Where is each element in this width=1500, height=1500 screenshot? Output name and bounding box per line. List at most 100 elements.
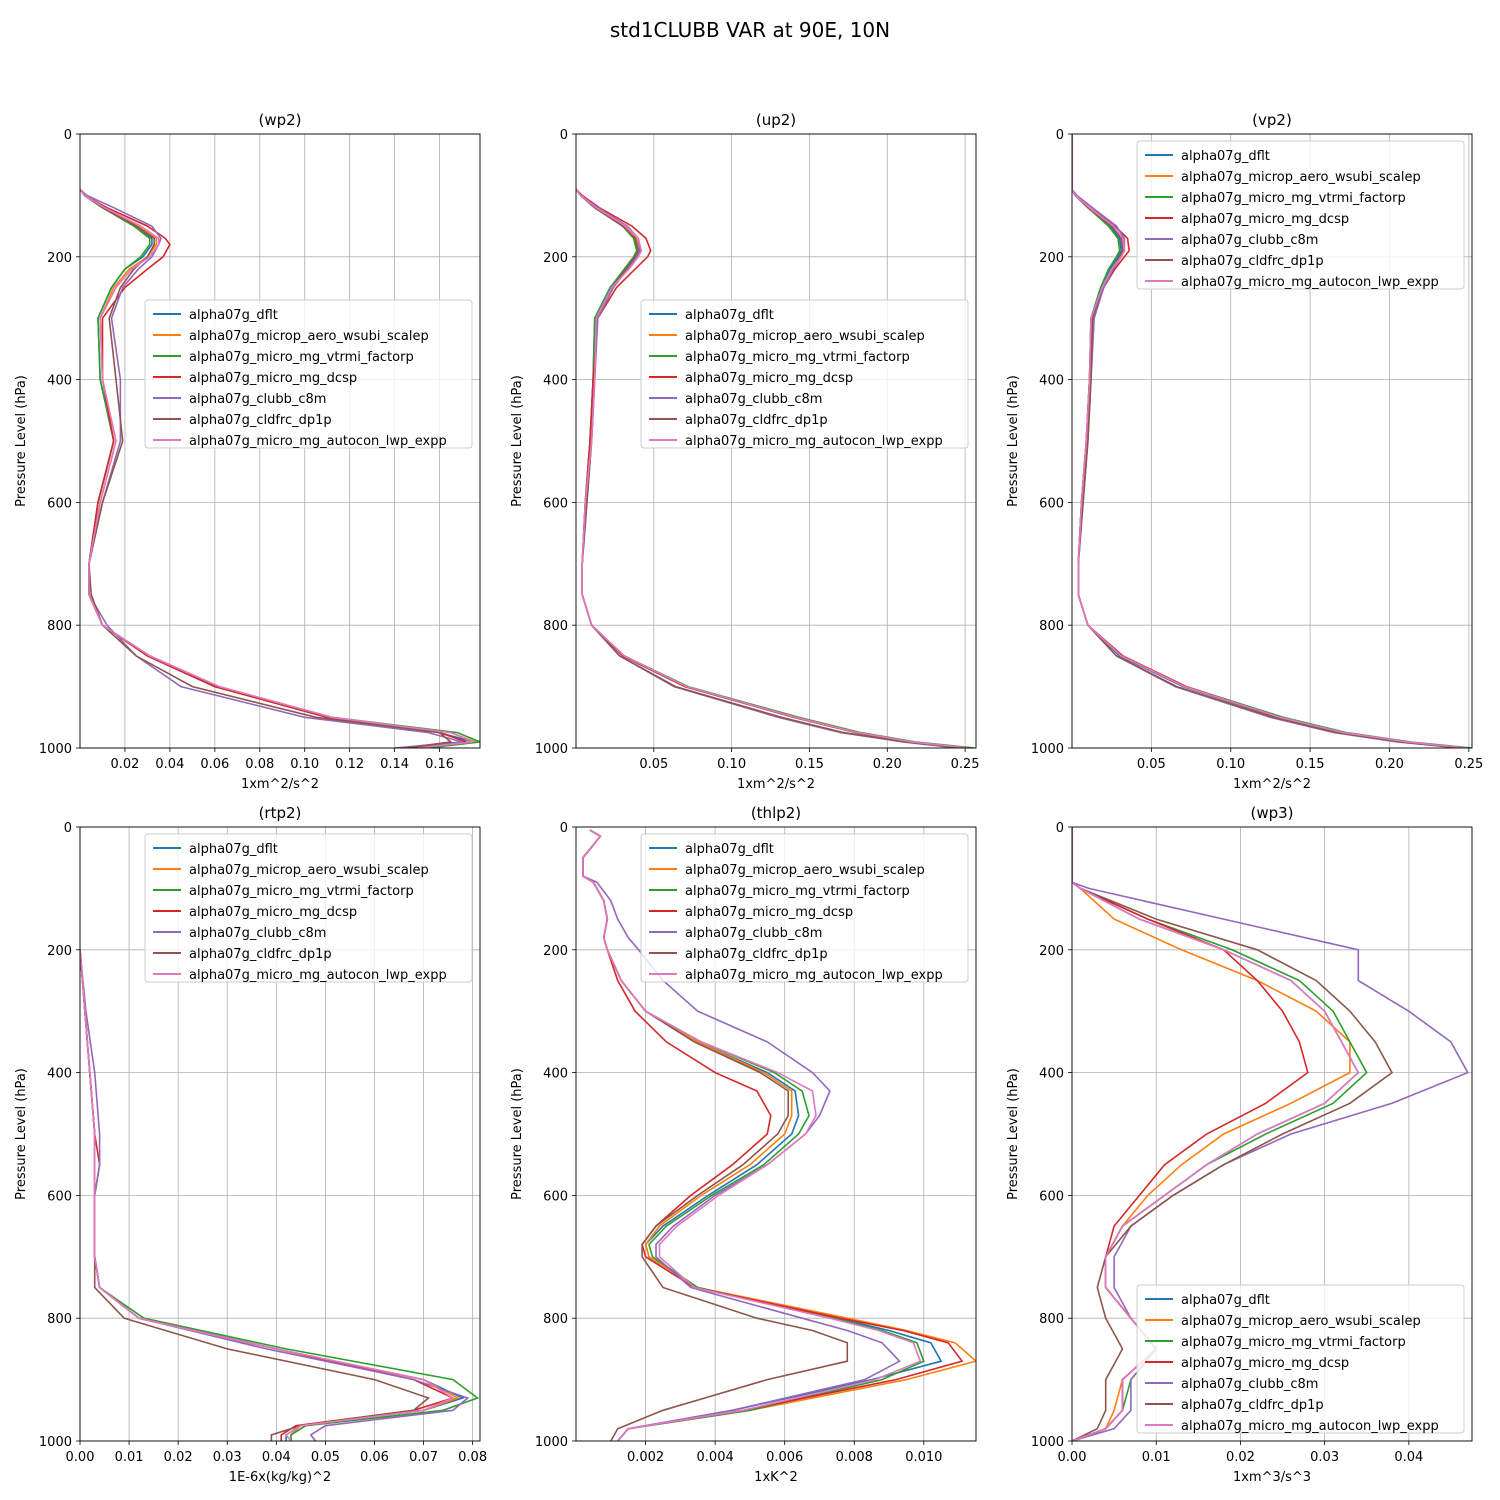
y-axis-label: Pressure Level (hPa) <box>14 375 29 507</box>
x-axis-label: 1xK^2 <box>754 1470 798 1485</box>
legend: alpha07g_dflt alpha07g_microp_aero_wsubi_… <box>640 299 969 449</box>
y-tick-label: 600 <box>47 1189 72 1204</box>
legend: alpha07g_dflt alpha07g_microp_aero_wsubi_… <box>144 833 473 983</box>
x-tick-label: 0.05 <box>311 1450 340 1465</box>
legend-frame <box>144 299 473 449</box>
chart-panel-5: 0.00 0.01 0.02 0.03 0.04 0 200 400 600 800 1000 (wp… <box>1006 804 1473 1485</box>
y-tick-label: 400 <box>1039 374 1064 389</box>
y-tick-label: 1000 <box>39 742 72 757</box>
panel-title: (thlp2) <box>751 804 801 822</box>
x-axis-label: 1xm^2/s^2 <box>241 777 319 792</box>
y-tick-label: 800 <box>1039 1312 1064 1327</box>
y-tick-label: 0 <box>560 128 568 143</box>
panel-title: (rtp2) <box>259 804 302 822</box>
x-tick-label: 0.006 <box>766 1450 803 1465</box>
legend-label: alpha07g_micro_mg_vtrmi_factorp <box>189 884 414 899</box>
x-tick-label: 0.02 <box>1226 1450 1255 1465</box>
series-line-alpha07g_micro_mg_autocon_lwp_expp <box>80 188 474 748</box>
series-line-alpha07g_cldfrc_dp1p <box>80 188 453 748</box>
y-axis-label: Pressure Level (hPa) <box>510 375 525 507</box>
legend-label: alpha07g_micro_mg_dcsp <box>189 371 357 386</box>
legend: alpha07g_dflt alpha07g_microp_aero_wsubi_… <box>1136 1284 1465 1434</box>
legend-label: alpha07g_dflt <box>189 842 278 857</box>
y-tick-label: 200 <box>47 251 72 266</box>
x-tick-label: 0.05 <box>639 757 668 772</box>
y-tick-label: 600 <box>1039 496 1064 511</box>
series-group <box>576 188 975 748</box>
legend-label: alpha07g_clubb_c8m <box>189 392 326 407</box>
legend-label: alpha07g_microp_aero_wsubi_scalep <box>1181 1314 1421 1329</box>
panel-title: (vp2) <box>1252 111 1292 129</box>
y-tick-label: 1000 <box>1031 1435 1064 1450</box>
legend-label: alpha07g_clubb_c8m <box>685 926 822 941</box>
series-line-alpha07g_clubb_c8m <box>80 188 463 748</box>
y-tick-label: 1000 <box>535 1435 568 1450</box>
legend-label: alpha07g_cldfrc_dp1p <box>1181 254 1324 269</box>
x-tick-label: 0.010 <box>905 1450 942 1465</box>
legend-label: alpha07g_microp_aero_wsubi_scalep <box>685 329 925 344</box>
x-tick-label: 0.08 <box>458 1450 487 1465</box>
legend-frame <box>144 833 473 983</box>
x-tick-label: 0.06 <box>200 757 229 772</box>
y-tick-label: 200 <box>543 251 568 266</box>
x-tick-label: 0.07 <box>409 1450 438 1465</box>
chart-panel-0: 0.02 0.04 0.06 0.08 0.10 0.12 0.14 0.16 0 200 400 6… <box>14 111 481 792</box>
legend-label: alpha07g_clubb_c8m <box>685 392 822 407</box>
legend-label: alpha07g_micro_mg_vtrmi_factorp <box>189 350 414 365</box>
x-axis-label: 1xm^2/s^2 <box>1233 777 1311 792</box>
y-tick-label: 800 <box>543 1312 568 1327</box>
x-tick-label: 0.12 <box>335 757 364 772</box>
x-tick-label: 0.05 <box>1137 757 1166 772</box>
y-axis-label: Pressure Level (hPa) <box>1006 375 1021 507</box>
x-tick-label: 0.20 <box>873 757 902 772</box>
y-tick-label: 400 <box>47 1067 72 1082</box>
legend-label: alpha07g_dflt <box>685 842 774 857</box>
x-tick-label: 0.03 <box>213 1450 242 1465</box>
legend-label: alpha07g_dflt <box>685 308 774 323</box>
series-group <box>80 949 480 1441</box>
legend-label: alpha07g_micro_mg_vtrmi_factorp <box>1181 1335 1406 1350</box>
x-tick-label: 0.004 <box>697 1450 734 1465</box>
legend-label: alpha07g_micro_mg_autocon_lwp_expp <box>1181 275 1439 290</box>
y-tick-label: 0 <box>64 128 72 143</box>
legend-label: alpha07g_dflt <box>189 308 278 323</box>
legend-frame <box>1136 140 1465 290</box>
legend-label: alpha07g_cldfrc_dp1p <box>189 947 332 962</box>
panel-title: (up2) <box>756 111 796 129</box>
x-axis-label: 1xm^2/s^2 <box>737 777 815 792</box>
x-tick-label: 0.002 <box>627 1450 664 1465</box>
y-tick-label: 0 <box>64 821 72 836</box>
legend: alpha07g_dflt alpha07g_microp_aero_wsubi_… <box>144 299 473 449</box>
y-tick-label: 1000 <box>1031 742 1064 757</box>
x-tick-label: 0.16 <box>425 757 454 772</box>
axes-frame <box>575 826 977 1442</box>
x-tick-label: 0.01 <box>115 1450 144 1465</box>
axes-frame <box>1071 826 1473 1442</box>
y-tick-label: 0 <box>1056 821 1064 836</box>
legend-label: alpha07g_micro_mg_autocon_lwp_expp <box>189 968 447 983</box>
x-tick-label: 0.10 <box>717 757 746 772</box>
y-tick-label: 800 <box>543 619 568 634</box>
legend-label: alpha07g_micro_mg_dcsp <box>1181 1356 1349 1371</box>
series-group <box>582 829 976 1441</box>
legend-label: alpha07g_micro_mg_dcsp <box>685 905 853 920</box>
y-axis-label: Pressure Level (hPa) <box>510 1068 525 1200</box>
x-tick-label: 0.00 <box>66 1450 95 1465</box>
legend-label: alpha07g_clubb_c8m <box>1181 1377 1318 1392</box>
legend-label: alpha07g_clubb_c8m <box>1181 233 1318 248</box>
legend-frame <box>640 299 969 449</box>
x-tick-label: 0.10 <box>290 757 319 772</box>
legend-label: alpha07g_dflt <box>1181 1293 1270 1308</box>
y-tick-label: 600 <box>543 496 568 511</box>
legend-label: alpha07g_micro_mg_autocon_lwp_expp <box>1181 1419 1439 1434</box>
chart-panel-1: 0.05 0.10 0.15 0.20 0.25 0 200 400 600 800 1000 (up… <box>510 111 980 792</box>
y-axis-label: Pressure Level (hPa) <box>1006 1068 1021 1200</box>
legend-label: alpha07g_cldfrc_dp1p <box>685 413 828 428</box>
y-tick-label: 600 <box>543 1189 568 1204</box>
x-tick-label: 0.15 <box>1296 757 1325 772</box>
x-tick-label: 0.02 <box>110 757 139 772</box>
chart-panel-2: 0.05 0.10 0.15 0.20 0.25 0 200 400 600 800 1000 (vp… <box>1006 111 1483 792</box>
y-tick-label: 200 <box>1039 251 1064 266</box>
y-tick-label: 800 <box>47 1312 72 1327</box>
